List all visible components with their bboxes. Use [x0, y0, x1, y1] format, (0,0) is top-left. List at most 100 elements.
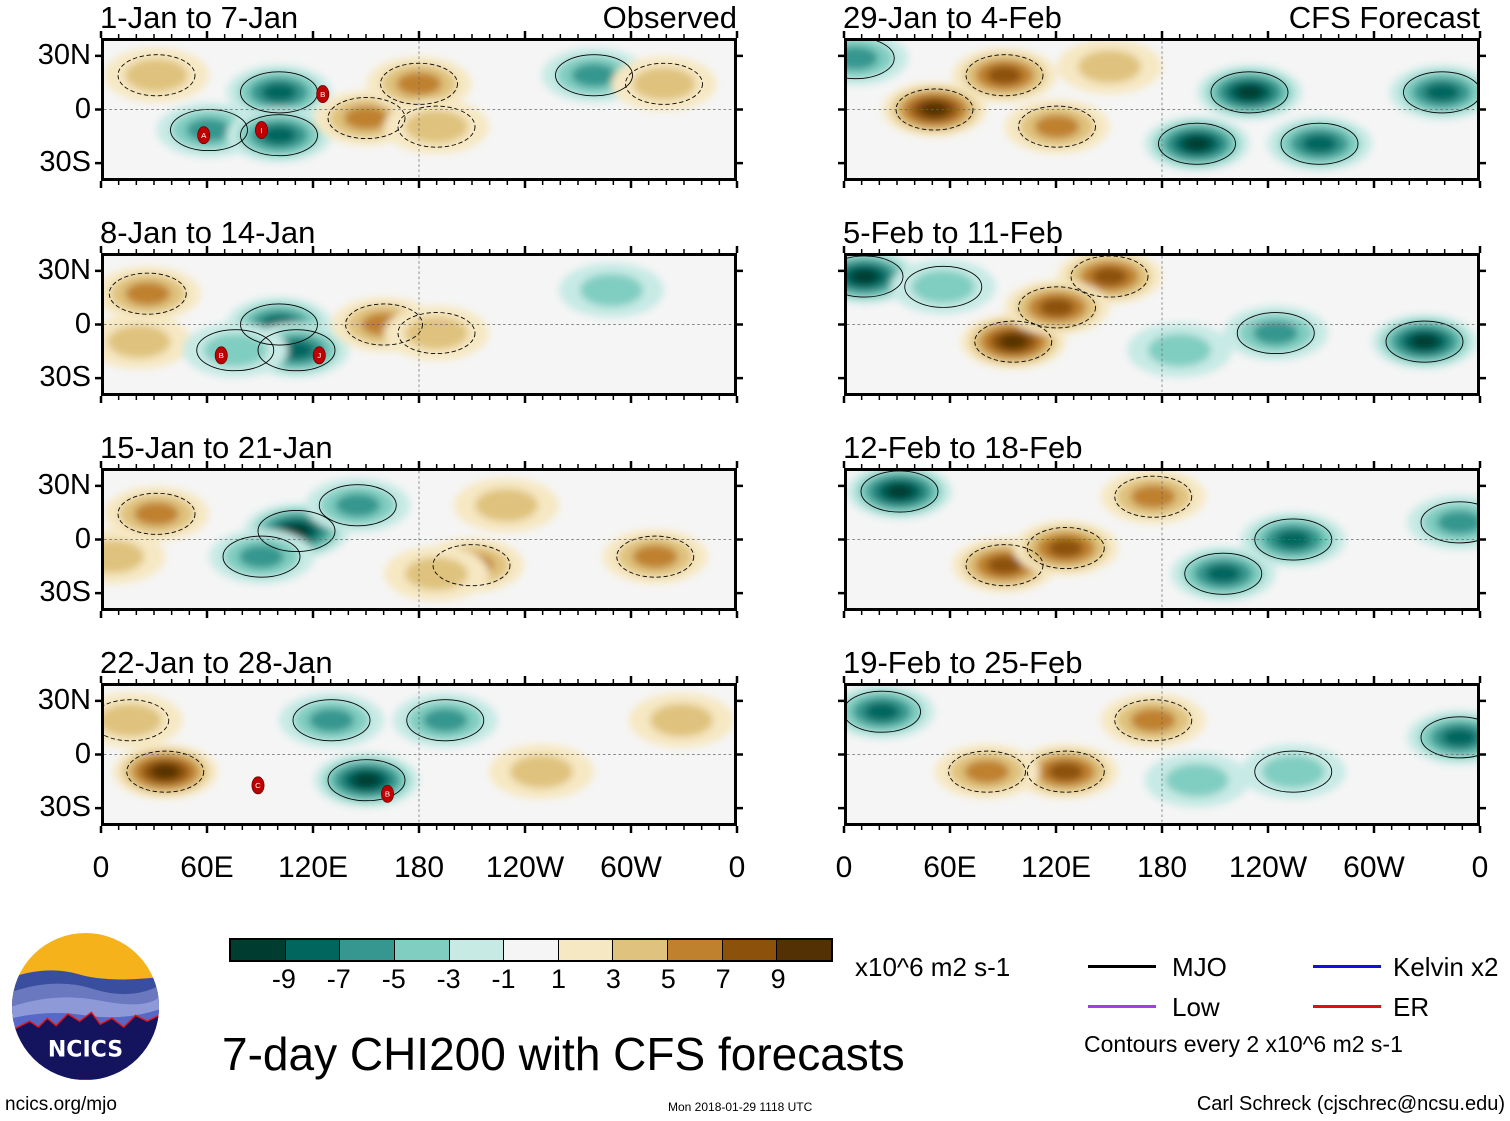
anomaly-shading	[335, 493, 381, 517]
site-url-link[interactable]: ncics.org/mjo	[5, 1094, 117, 1115]
colorbar-cell	[777, 940, 832, 960]
lat-tick-label: 0	[74, 307, 91, 340]
contour-solid	[257, 329, 336, 372]
anomaly-shading	[344, 106, 389, 130]
axis-ticks	[838, 246, 1486, 403]
colorbar-cell	[394, 940, 450, 960]
anomaly-shading	[632, 67, 696, 101]
anomaly-shading	[580, 273, 643, 307]
storm-label: J	[317, 351, 321, 360]
map-panel	[844, 253, 1480, 396]
axis-ticks	[95, 31, 743, 188]
anomaly-shading	[885, 484, 914, 500]
colorbar-tick-label: -3	[436, 964, 461, 994]
panel-title: 22-Jan to 28-Jan	[100, 645, 333, 680]
anomaly-shading	[1410, 334, 1439, 350]
anomaly-shading	[239, 544, 284, 569]
anomaly-shading	[1253, 321, 1299, 345]
contour-solid	[860, 471, 939, 513]
contour-interval-note: Contours every 2 x10^6 m2 s-1	[1084, 1031, 1403, 1057]
axis-ticks	[95, 461, 743, 618]
anomaly-shading	[125, 281, 171, 306]
contour-dashed	[397, 312, 476, 355]
anomaly-shading	[1034, 114, 1080, 139]
legend-line-er	[1313, 1005, 1381, 1008]
contour-solid	[555, 54, 633, 97]
contour-solid	[1254, 750, 1333, 793]
colorbar-tick-label: 5	[660, 964, 676, 994]
anomaly-shading	[279, 341, 314, 360]
colorbar-cell	[340, 940, 395, 960]
map-panel	[844, 468, 1480, 611]
anomaly-shading	[1261, 755, 1325, 789]
legend-label-low: Low	[1172, 992, 1220, 1022]
anomaly-shading	[1235, 84, 1264, 100]
anomaly-shading	[571, 63, 617, 87]
anomaly-shading	[1078, 50, 1141, 84]
colorbar-tick-label: -1	[491, 964, 516, 994]
tropical-cyclone-icon	[197, 126, 211, 145]
panel-title: 15-Jan to 21-Jan	[100, 430, 333, 465]
map-panel	[844, 38, 1480, 181]
contour-dashed	[974, 320, 1053, 363]
map-panel	[844, 683, 1480, 826]
anomaly-shading	[107, 325, 171, 359]
anomaly-shading	[920, 102, 949, 117]
colorbar-units: x10^6 m2 s-1	[855, 952, 1011, 982]
tropical-cyclone-icon	[255, 121, 268, 139]
lon-tick-label: 60E	[180, 851, 234, 884]
contour-dashed	[1018, 286, 1096, 329]
lat-tick-label: 30S	[39, 361, 91, 394]
contour-dashed	[1070, 256, 1149, 298]
lat-tick-label: 0	[74, 92, 91, 125]
anomaly-shading	[1424, 83, 1460, 102]
contour-solid	[318, 484, 397, 527]
contour-dashed	[117, 492, 196, 535]
anomaly-shading	[1165, 763, 1229, 797]
lon-tick-label: 120E	[1020, 851, 1092, 884]
axis-ticks	[838, 461, 1486, 618]
contour-solid	[1184, 552, 1263, 595]
storm-label: B	[219, 351, 224, 360]
contour-dashed	[432, 544, 511, 587]
colorbar-tick-label: -5	[381, 964, 406, 994]
contour-solid	[1385, 320, 1464, 363]
axis-ticks	[838, 676, 1486, 833]
lon-tick-label: 60E	[923, 851, 977, 884]
map-panel: A I B	[101, 38, 737, 181]
lat-tick-label: 30N	[37, 468, 91, 501]
anomaly-shading	[1130, 708, 1176, 732]
lon-tick-label: 0	[1471, 851, 1489, 884]
panel-title: 1-Jan to 7-Jan	[100, 0, 299, 35]
contour-dashed	[965, 544, 1044, 587]
colorbar-tick-label: 7	[715, 964, 731, 994]
anomaly-shading	[1048, 762, 1084, 781]
ncics-logo: NCICS	[12, 933, 159, 1080]
contour-solid	[196, 329, 275, 372]
anomaly-shading	[864, 702, 900, 721]
colorbar-cell	[231, 940, 286, 960]
anomaly-shading	[1205, 564, 1241, 583]
legend-line-kelvin	[1313, 965, 1381, 968]
anomaly-shading	[261, 126, 297, 145]
lat-tick-label: 30N	[37, 683, 91, 716]
colorbar-cell	[449, 940, 505, 960]
logo-text: NCICS	[48, 1037, 123, 1062]
contour-solid	[1420, 501, 1477, 544]
anomaly-shading	[998, 334, 1028, 350]
lat-tick-label: 0	[74, 737, 91, 770]
lon-tick-label: 120W	[1228, 851, 1308, 884]
anomaly-shading	[847, 46, 879, 70]
lon-tick-label: 60W	[600, 851, 662, 884]
anomaly-shading	[309, 708, 354, 732]
author-credit: Carl Schreck (cjschrec@ncsu.edu)	[1196, 1093, 1505, 1115]
lat-tick-label: 30N	[37, 38, 91, 71]
axis-ticks	[838, 31, 1486, 188]
colorbar-tick-label: -7	[326, 964, 351, 994]
tropical-cyclone-icon	[381, 784, 394, 803]
anomaly-shading	[964, 759, 1010, 784]
anomaly-shading	[911, 270, 975, 304]
contour-dashed	[104, 699, 170, 742]
storm-label: B	[320, 90, 325, 99]
